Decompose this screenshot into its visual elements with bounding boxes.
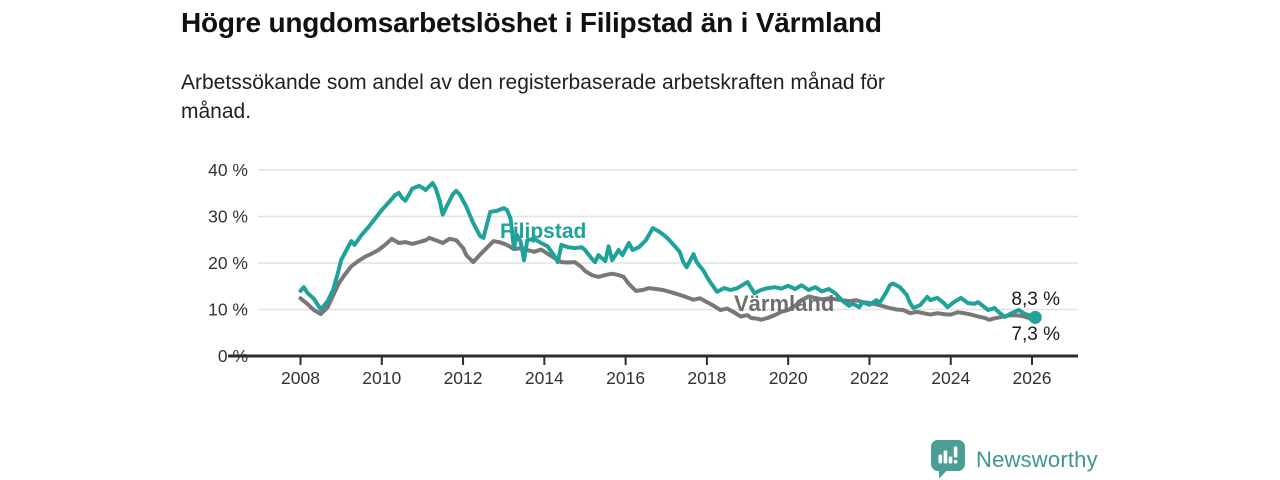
chart-subtitle-line-2: månad. xyxy=(181,100,252,123)
logo-bar-1 xyxy=(938,454,943,464)
x-axis-tick-label: 2012 xyxy=(444,368,483,388)
x-axis-tick-label: 2008 xyxy=(281,368,320,388)
series-label-varmland: Värmland xyxy=(734,291,835,316)
x-axis-tick-label: 2024 xyxy=(931,368,970,388)
x-axis-tick-label: 2026 xyxy=(1013,368,1052,388)
x-axis-tick-label: 2022 xyxy=(850,368,889,388)
logo-exclamation-bar xyxy=(953,446,958,458)
newsworthy-logo-icon xyxy=(931,440,965,479)
y-axis-tick-label: 40 % xyxy=(208,160,248,180)
series-end-dot-filipstad xyxy=(1028,310,1042,324)
chart-subtitle: Arbetssökande som andel av den registerb… xyxy=(181,68,885,126)
x-axis-tick-label: 2018 xyxy=(687,368,726,388)
series-line-filipstad xyxy=(298,181,1038,320)
logo-bar-2 xyxy=(943,450,948,464)
chart-title: Högre ungdomsarbetslöshet i Filipstad än… xyxy=(181,7,882,38)
newsworthy-branding: Newsworthy xyxy=(930,439,1098,480)
y-axis-tick-label: 30 % xyxy=(208,207,248,227)
logo-badge-shape xyxy=(931,440,965,479)
series-label-filipstad: Filipstad xyxy=(500,220,587,243)
end-value-varmland: 7,3 % xyxy=(1011,324,1060,345)
logo-exclamation-dot xyxy=(953,460,958,464)
x-axis-tick-label: 2020 xyxy=(769,368,808,388)
end-value-filipstad: 8,3 % xyxy=(1011,289,1060,310)
logo-bar-3 xyxy=(948,456,953,464)
series-line-värmland xyxy=(298,235,1038,325)
newsworthy-wordmark: Newsworthy xyxy=(976,446,1098,472)
x-axis-tick-label: 2010 xyxy=(362,368,401,388)
x-axis-tick-label: 2014 xyxy=(525,368,564,388)
y-axis-tick-label: 20 % xyxy=(208,253,248,273)
x-axis-tick-label: 2016 xyxy=(606,368,645,388)
chart-subtitle-line-1: Arbetssökande som andel av den registerb… xyxy=(181,71,885,94)
y-axis-tick-label: 10 % xyxy=(208,300,248,320)
